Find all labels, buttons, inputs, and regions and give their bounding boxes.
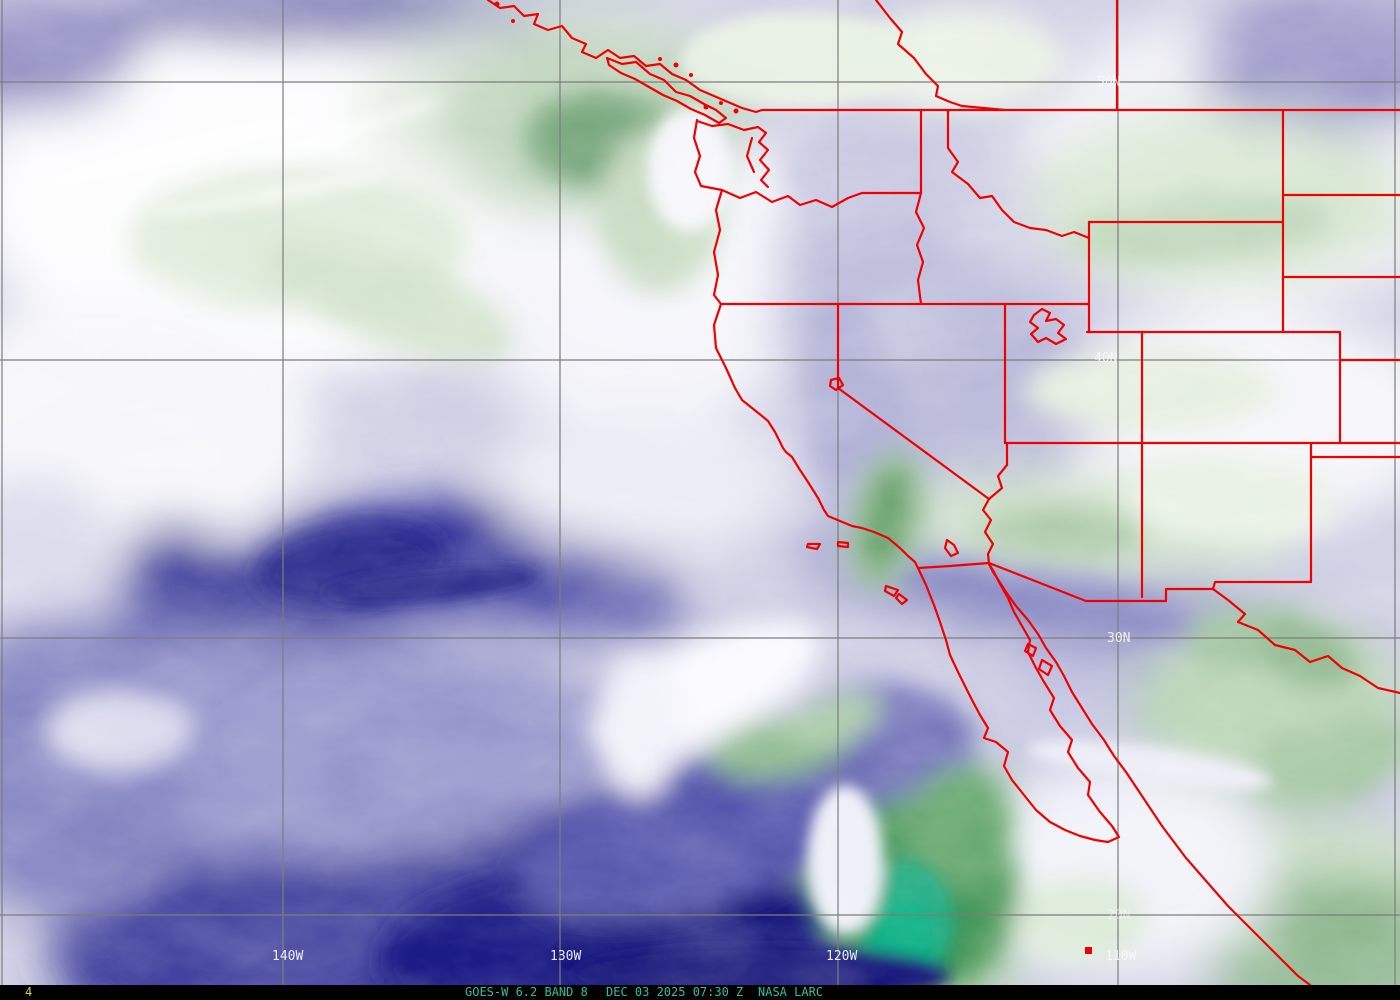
grid-label-20n: 20N xyxy=(1107,908,1131,923)
grid-label-140w: 140W xyxy=(272,949,304,964)
grid-label-110w: 110W xyxy=(1105,949,1137,964)
caption-satellite: GOES-W 6.2 BAND 8 xyxy=(465,985,588,999)
caption-datetime: DEC 03 2025 07:30 Z xyxy=(606,985,744,999)
state-boundaries-overlay xyxy=(486,0,1400,986)
grid-label-130w: 130W xyxy=(550,949,582,964)
sector-number: 4 xyxy=(25,985,33,999)
caption-bar: 4 GOES-W 6.2 BAND 8 DEC 03 2025 07:30 Z … xyxy=(0,985,1400,1000)
grid-label-50n: 50N xyxy=(1097,75,1121,90)
caption-credit: NASA LARC xyxy=(758,985,824,999)
grid-label-30n: 30N xyxy=(1107,631,1131,646)
red-point-marker xyxy=(1085,947,1092,954)
grid-label-120w: 120W xyxy=(826,949,858,964)
grid-label-40n: 40N xyxy=(1094,351,1118,366)
